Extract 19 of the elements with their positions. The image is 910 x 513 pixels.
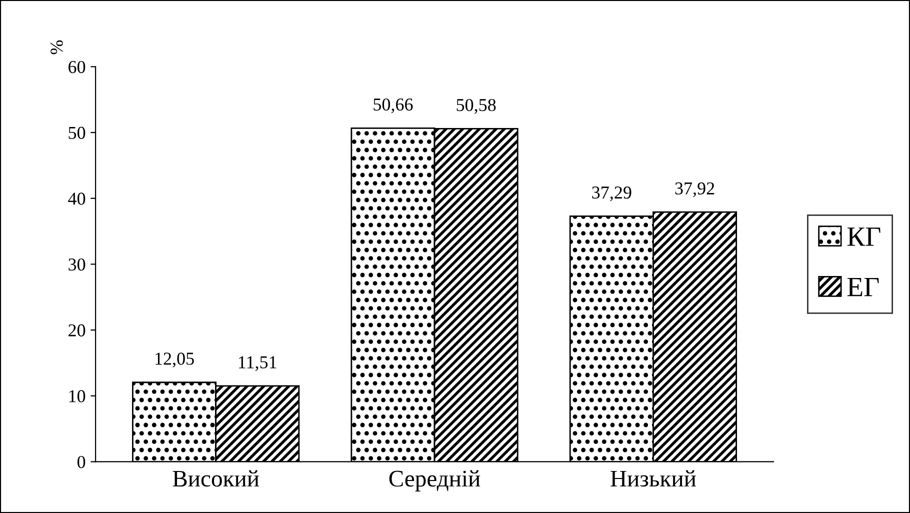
y-tick-label: 30 (68, 258, 86, 271)
data-label: 37,29 (592, 186, 632, 202)
data-label: 50,58 (456, 98, 496, 114)
data-label: 11,51 (239, 356, 276, 371)
legend-label: КГ (847, 228, 880, 246)
x-tick-label: Середній (389, 470, 480, 492)
y-axis-title: % (50, 40, 63, 54)
y-tick-label: 0 (77, 456, 86, 468)
y-tick-label: 50 (68, 126, 86, 139)
x-tick-label: Високий (172, 470, 259, 487)
data-label: 50,66 (374, 98, 413, 114)
legend-label: ЕГ (847, 278, 879, 296)
y-tick-label: 10 (69, 390, 86, 402)
y-tick-label: 20 (68, 324, 86, 336)
y-tick-label: 60 (68, 60, 86, 74)
data-label: 37,92 (675, 182, 714, 198)
data-label: 12,05 (156, 352, 194, 368)
y-tick-label: 40 (68, 192, 86, 205)
x-tick-label: Низький (610, 470, 696, 487)
